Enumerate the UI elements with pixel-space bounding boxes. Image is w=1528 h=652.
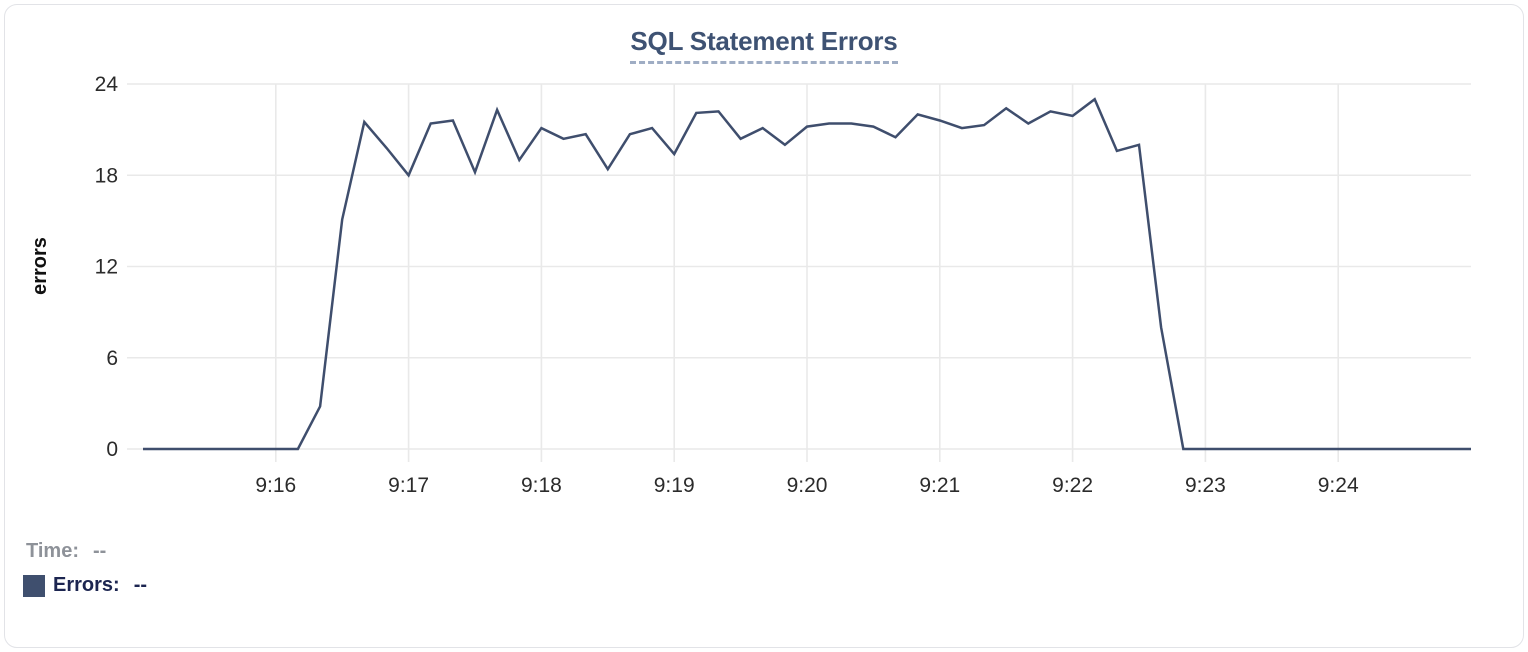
x-tick-label: 9:20: [787, 474, 828, 497]
x-tick-label: 9:16: [255, 474, 296, 497]
y-tick-label: 18: [95, 164, 118, 187]
tooltip-time-row: Time: --: [23, 540, 147, 563]
y-axis-title: errors: [29, 237, 51, 295]
sql-statement-errors-chart[interactable]: 9:16 9:17 9:18 9:19 9:20 9:21 9:22 9:23 9:24 0 6 12…: [0, 0, 1528, 500]
y-tick-label: 6: [106, 347, 118, 370]
tooltip-errors-row: Errors: --: [23, 574, 147, 597]
tooltip-errors-value: --: [133, 574, 148, 596]
errors-series-line[interactable]: [143, 97, 1471, 451]
errors-series-swatch: [23, 574, 45, 597]
x-tick-label: 9:18: [521, 474, 562, 497]
y-tick-label: 12: [95, 256, 118, 279]
x-tick-label: 9:21: [919, 474, 960, 497]
tooltip-time-value: --: [92, 540, 107, 562]
x-tick-label: 9:23: [1185, 474, 1226, 497]
x-tick-label: 9:17: [388, 474, 429, 497]
x-tick-label: 9:24: [1318, 474, 1359, 497]
tooltip-time-label: Time:: [26, 540, 79, 562]
chart-title-wrap: SQL Statement Errors: [0, 26, 1528, 64]
x-tick-label: 9:19: [654, 474, 695, 497]
y-tick-label: 24: [95, 73, 119, 96]
y-tick-label: 0: [106, 438, 118, 461]
tooltip-errors-label: Errors:: [53, 574, 120, 596]
chart-title[interactable]: SQL Statement Errors: [630, 26, 898, 64]
x-tick-label: 9:22: [1052, 474, 1093, 497]
tooltip-readout: Time: -- Errors: --: [23, 540, 147, 597]
